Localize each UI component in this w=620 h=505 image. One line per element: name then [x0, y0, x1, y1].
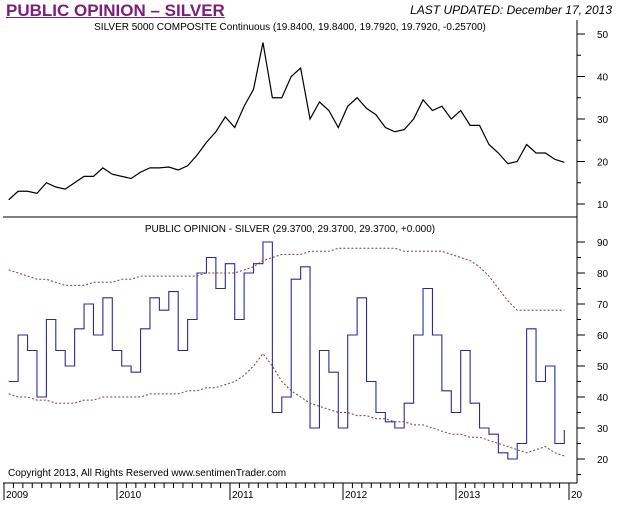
x-tick-label: 2010: [119, 490, 142, 501]
copyright: Copyright 2013, All Rights Reserved www.…: [8, 468, 286, 479]
opinion-y-tick-label: 60: [597, 331, 609, 342]
lower-band-line: [8, 352, 565, 457]
x-tick-label: 2011: [232, 490, 254, 501]
opinion-y-tick-label: 70: [597, 300, 609, 311]
page-title: PUBLIC OPINION – SILVER: [6, 1, 225, 20]
price-y-tick-label: 40: [597, 73, 609, 84]
series-group: [8, 42, 565, 460]
price-y-tick-label: 10: [597, 200, 609, 211]
price-panel-title: SILVER 5000 COMPOSITE Continuous (19.840…: [94, 22, 486, 33]
x-tick-label: 2013: [458, 490, 481, 501]
opinion-y-tick-label: 80: [597, 269, 609, 280]
price-y-tick-label: 20: [597, 158, 609, 169]
opinion-line: [8, 241, 565, 460]
last-updated: LAST UPDATED: December 17, 2013: [410, 3, 612, 17]
x-tick-label: 2012: [345, 490, 368, 501]
opinion-y-tick-label: 40: [597, 393, 609, 404]
opinion-y-tick-label: 20: [597, 455, 609, 466]
price-line: [8, 42, 565, 201]
x-tick-label: 2009: [6, 490, 29, 501]
price-y-tick-label: 50: [597, 30, 609, 41]
opinion-y-tick-label: 90: [597, 238, 609, 249]
opinion-y-tick-label: 50: [597, 362, 609, 373]
price-y-tick-label: 30: [597, 115, 609, 126]
opinion-panel-title: PUBLIC OPINION - SILVER (29.3700, 29.370…: [145, 224, 435, 235]
x-tick-label: 20: [571, 490, 583, 501]
upper-band-line: [8, 247, 565, 311]
price-y-ticks: 10 20 30 40 50: [577, 30, 609, 211]
opinion-y-tick-label: 30: [597, 424, 609, 435]
opinion-y-ticks: 20 30 40 50 60 70 80 90: [577, 238, 609, 475]
x-ticks: 2009 2010 2011 2012 2013 20: [3, 483, 583, 501]
